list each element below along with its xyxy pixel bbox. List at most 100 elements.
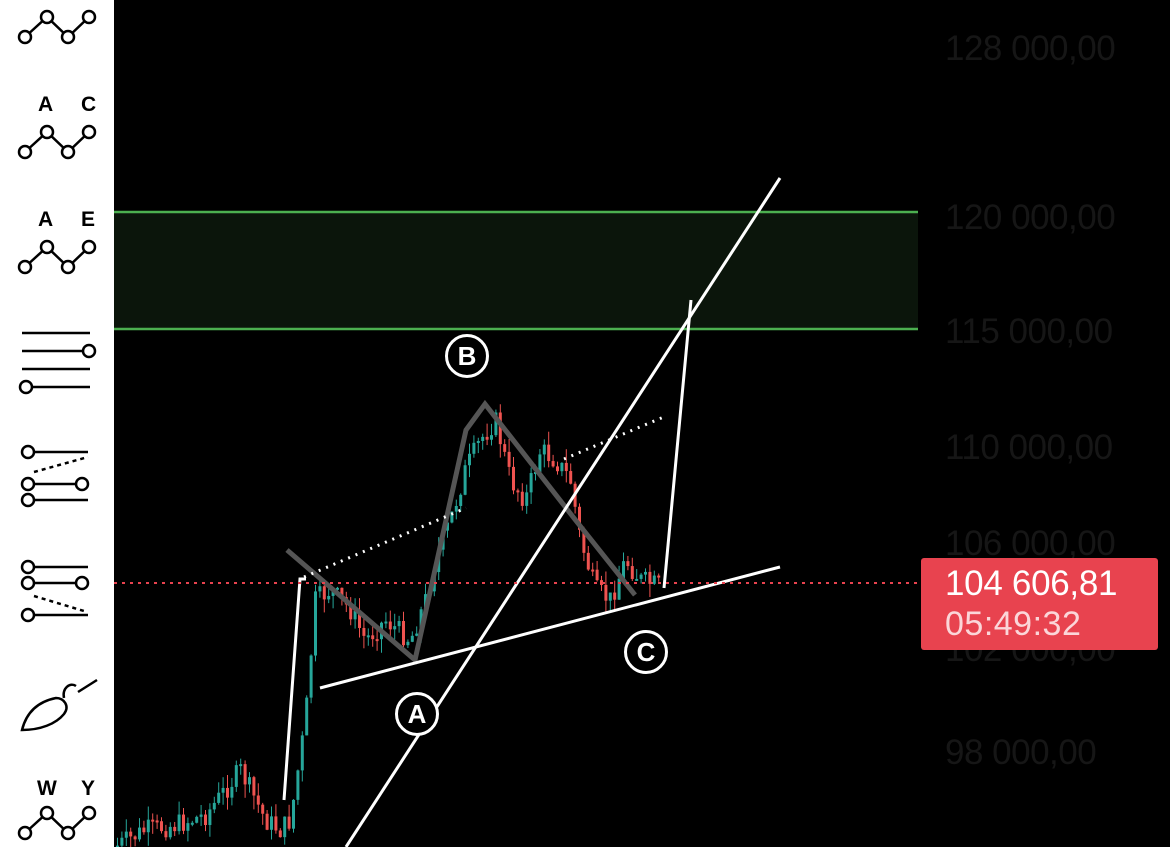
candle-body — [287, 816, 291, 829]
candle-body — [617, 578, 621, 600]
candle-body — [490, 435, 493, 440]
candle-body — [538, 454, 542, 473]
fan-lines-up-tool-button[interactable] — [0, 440, 114, 510]
candle-body — [525, 492, 529, 506]
candle-body — [472, 442, 476, 454]
candle-body — [146, 819, 150, 833]
brush-tool-button[interactable] — [0, 672, 114, 737]
pattern-outline[interactable] — [285, 399, 637, 665]
candle-body — [595, 569, 599, 581]
chart-canvas[interactable] — [114, 0, 1170, 847]
candle-body — [481, 436, 485, 441]
candle-body — [657, 575, 661, 578]
chart-drawings — [114, 177, 921, 847]
candle-body — [450, 511, 454, 523]
candle-body — [177, 814, 181, 832]
candle-body — [318, 586, 322, 592]
candle-body — [362, 627, 366, 636]
candle-body — [217, 792, 221, 803]
candle-body — [591, 569, 595, 572]
candle-body — [283, 816, 287, 838]
candle-body — [560, 462, 564, 472]
candle-body — [261, 804, 265, 814]
candle-body — [547, 444, 551, 462]
candle-body — [138, 827, 141, 840]
candle-body — [252, 777, 256, 796]
candle-body — [534, 472, 537, 475]
candle-body — [305, 697, 309, 736]
candle-body — [327, 595, 331, 600]
wxy-correction-tool-button[interactable]: W Y — [0, 775, 114, 847]
candle-body — [652, 575, 656, 584]
triangle-abcde-tool-button[interactable]: A E — [0, 205, 114, 285]
candle-body — [578, 506, 581, 530]
candle-body — [221, 787, 225, 793]
candle-body — [274, 816, 278, 831]
abc-correction-tool-button[interactable]: A C — [0, 90, 114, 170]
wave-label-b[interactable]: B — [445, 334, 489, 378]
tool-letter: W — [37, 777, 57, 800]
candle-body — [358, 610, 361, 628]
candle-body — [644, 571, 647, 575]
candle-body — [371, 635, 375, 640]
zigzag-icon — [17, 9, 97, 45]
price-axis-label: 110 000,00 — [945, 428, 1113, 467]
candle-body — [569, 471, 573, 484]
candle-body — [402, 621, 405, 646]
candle-body — [384, 621, 388, 624]
zigzag-tool-button[interactable] — [0, 0, 114, 50]
current-price: 104 606,81 — [945, 564, 1118, 603]
candle-body — [485, 436, 489, 440]
candle-body — [340, 587, 344, 598]
candle-body — [551, 461, 555, 467]
candle-body — [613, 592, 617, 600]
candle-body — [529, 473, 533, 493]
candle-body — [582, 529, 586, 553]
tool-letter: E — [81, 208, 96, 231]
candle-body — [151, 819, 155, 822]
fan-down-icon — [20, 559, 90, 623]
abcde-zigzag-icon — [17, 239, 97, 275]
candle-body — [129, 831, 133, 837]
price-axis-label: 106 000,00 — [945, 524, 1116, 563]
impulse-path[interactable] — [282, 577, 306, 801]
candle-body — [168, 826, 172, 838]
candle-body — [393, 626, 397, 630]
fan-lines-down-tool-button[interactable] — [0, 555, 114, 625]
candle-body — [630, 566, 634, 579]
candle-body — [454, 505, 458, 512]
wave-label-a[interactable]: A — [395, 692, 439, 736]
candle-body — [292, 799, 295, 829]
projection-path[interactable] — [662, 299, 693, 589]
candle-body — [124, 831, 128, 838]
dotted-channel-line[interactable] — [303, 506, 467, 579]
wave-label-c[interactable]: C — [624, 630, 668, 674]
support-trendline[interactable] — [319, 565, 781, 690]
candle-body — [204, 814, 207, 826]
candle-body — [226, 787, 229, 798]
candle-body — [239, 764, 243, 767]
dotted-channel-line[interactable] — [563, 414, 667, 461]
candle-body — [498, 412, 502, 445]
candle-body — [296, 770, 300, 800]
candle-body — [586, 552, 590, 570]
candle-body — [375, 639, 379, 642]
candle-body — [265, 813, 269, 830]
candle-body — [173, 826, 177, 832]
candle-body — [410, 635, 414, 642]
horizontal-lines-tool-button[interactable] — [0, 325, 114, 400]
candle-body — [468, 453, 471, 466]
candle-body — [635, 578, 639, 581]
candle-body — [155, 820, 159, 823]
candle-body — [322, 586, 326, 600]
candle-body — [300, 735, 304, 771]
candle-body — [133, 836, 137, 840]
candle-body — [608, 592, 612, 601]
candle-body — [564, 462, 568, 472]
candle-body — [648, 571, 652, 584]
price-axis-label: 98 000,00 — [945, 733, 1097, 772]
candle-body — [164, 831, 168, 838]
candle-body — [256, 795, 260, 805]
target-zone[interactable] — [114, 212, 918, 329]
abc-zigzag-icon — [17, 124, 97, 160]
